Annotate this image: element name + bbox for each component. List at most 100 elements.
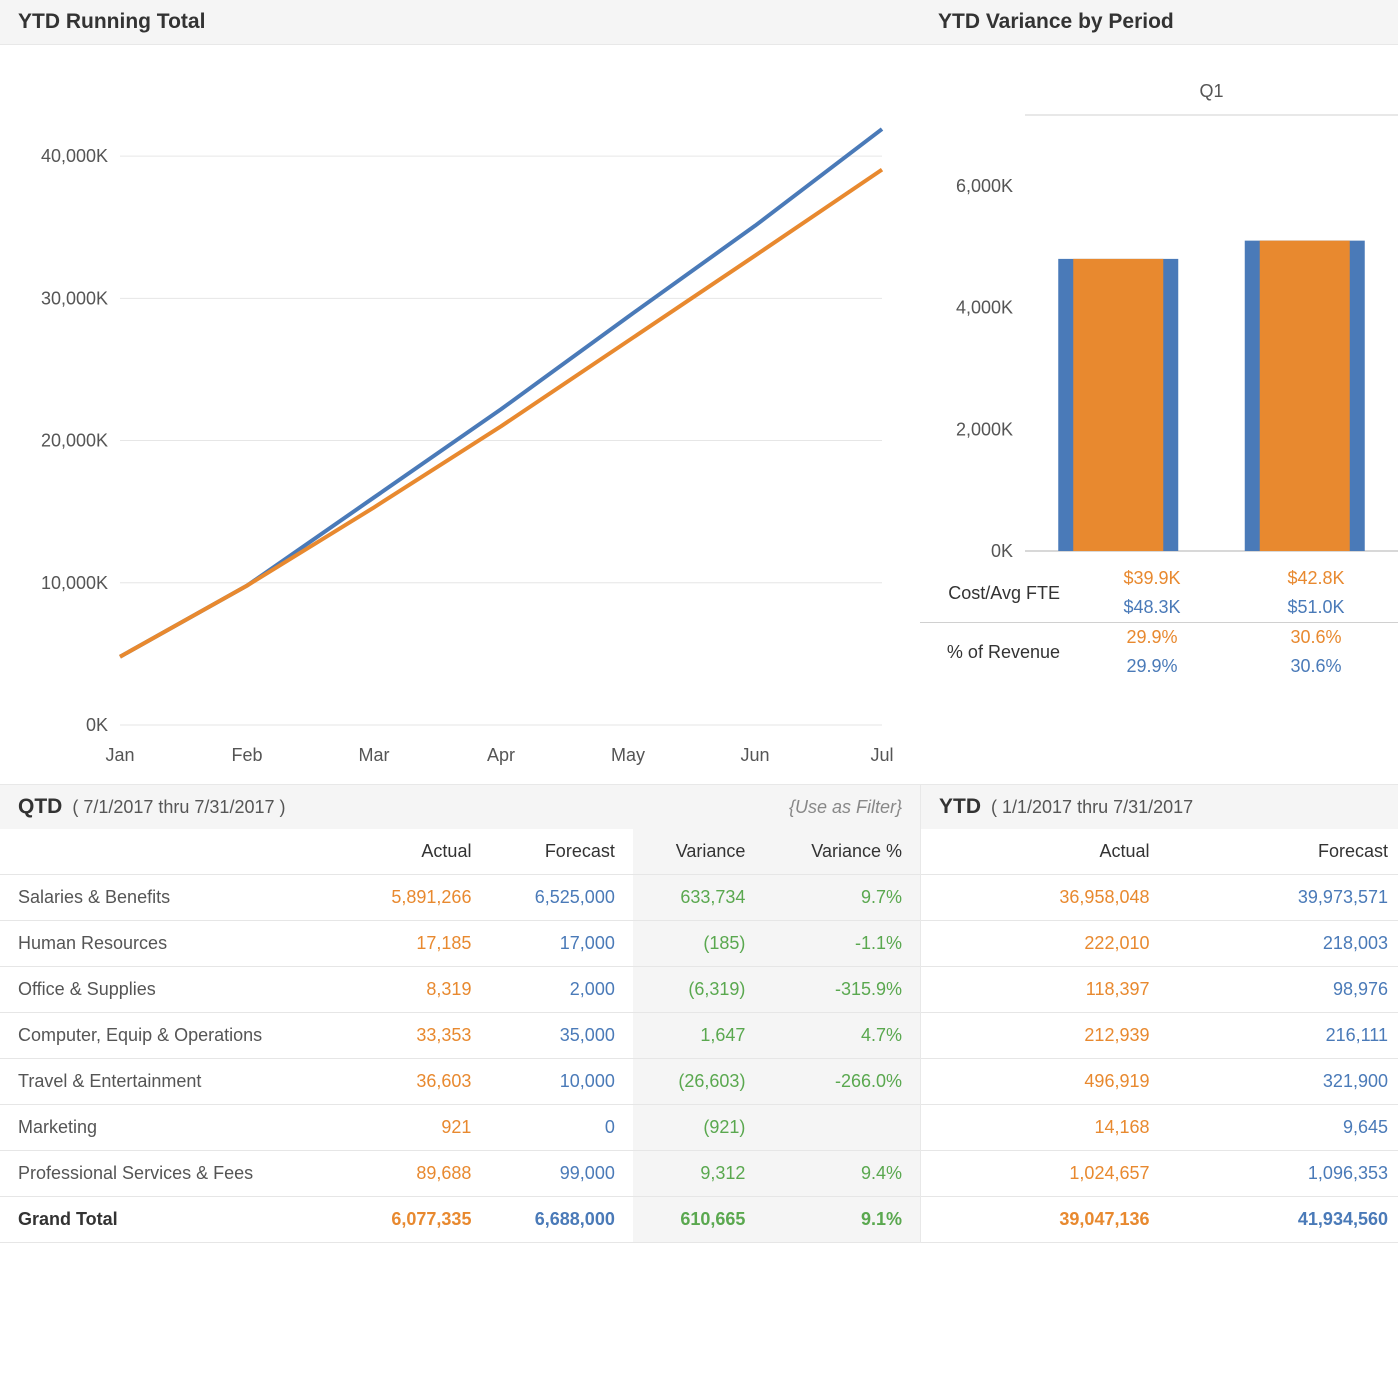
svg-text:10,000K: 10,000K bbox=[41, 573, 108, 593]
table-row[interactable]: Marketing9210(921) bbox=[0, 1105, 920, 1151]
table-row[interactable]: 222,010218,003 bbox=[921, 921, 1398, 967]
panel-title: YTD Running Total bbox=[0, 0, 920, 45]
cell: 36,958,048 bbox=[921, 875, 1160, 921]
cell: 6,525,000 bbox=[489, 875, 632, 921]
cell: (921) bbox=[633, 1105, 764, 1151]
qtd-filter-hint[interactable]: {Use as Filter} bbox=[789, 797, 902, 818]
table-row[interactable]: 212,939216,111 bbox=[921, 1013, 1398, 1059]
table-row[interactable]: Salaries & Benefits5,891,2666,525,000633… bbox=[0, 875, 920, 921]
cell: 5,891,266 bbox=[346, 875, 489, 921]
svg-text:30,000K: 30,000K bbox=[41, 288, 108, 308]
table-row[interactable]: 118,39798,976 bbox=[921, 967, 1398, 1013]
cell: 0 bbox=[489, 1105, 632, 1151]
cell: Office & Supplies bbox=[0, 967, 346, 1013]
ytd-variance-panel: YTD Variance by Period Q10K2,000K4,000K6… bbox=[920, 0, 1398, 784]
table-row[interactable]: Professional Services & Fees89,68899,000… bbox=[0, 1151, 920, 1197]
svg-text:Apr: Apr bbox=[487, 745, 515, 765]
cell: 8,319 bbox=[346, 967, 489, 1013]
svg-text:40,000K: 40,000K bbox=[41, 146, 108, 166]
metric-label: Cost/Avg FTE bbox=[920, 564, 1070, 623]
ytd-panel: YTD ( 1/1/2017 thru 7/31/2017 ActualFore… bbox=[920, 784, 1398, 1243]
cell: 36,603 bbox=[346, 1059, 489, 1105]
cell: 99,000 bbox=[489, 1151, 632, 1197]
cell: 2,000 bbox=[489, 967, 632, 1013]
cell: 218,003 bbox=[1160, 921, 1398, 967]
table-row[interactable]: Office & Supplies8,3192,000(6,319)-315.9… bbox=[0, 967, 920, 1013]
cell: Travel & Entertainment bbox=[0, 1059, 346, 1105]
cell: 39,973,571 bbox=[1160, 875, 1398, 921]
cell: 9,645 bbox=[1160, 1105, 1398, 1151]
cell: 14,168 bbox=[921, 1105, 1160, 1151]
cell: 6,688,000 bbox=[489, 1197, 632, 1243]
svg-text:May: May bbox=[611, 745, 645, 765]
cell: 921 bbox=[346, 1105, 489, 1151]
cell: 222,010 bbox=[921, 921, 1160, 967]
col-header[interactable]: Variance bbox=[633, 829, 764, 875]
col-header[interactable]: Forecast bbox=[489, 829, 632, 875]
cell: Human Resources bbox=[0, 921, 346, 967]
svg-text:Jul: Jul bbox=[870, 745, 893, 765]
cell: 216,111 bbox=[1160, 1013, 1398, 1059]
ytd-range: ( 1/1/2017 thru 7/31/2017 bbox=[991, 797, 1193, 818]
col-header[interactable]: Actual bbox=[921, 829, 1160, 875]
ytd-table[interactable]: ActualForecast36,958,04839,973,571222,01… bbox=[921, 829, 1398, 1243]
metric-value: 29.9% bbox=[1070, 652, 1234, 681]
table-row[interactable]: 39,047,13641,934,560 bbox=[921, 1197, 1398, 1243]
metric-value: 29.9% bbox=[1070, 623, 1234, 653]
cell: 89,688 bbox=[346, 1151, 489, 1197]
svg-text:Feb: Feb bbox=[231, 745, 262, 765]
cell: 118,397 bbox=[921, 967, 1160, 1013]
qtd-range: ( 7/1/2017 thru 7/31/2017 ) bbox=[72, 797, 285, 818]
cell: Salaries & Benefits bbox=[0, 875, 346, 921]
cell: -266.0% bbox=[763, 1059, 920, 1105]
table-row[interactable]: 14,1689,645 bbox=[921, 1105, 1398, 1151]
svg-text:Jan: Jan bbox=[105, 745, 134, 765]
col-header[interactable] bbox=[0, 829, 346, 875]
svg-text:2,000K: 2,000K bbox=[956, 419, 1013, 439]
col-header[interactable]: Actual bbox=[346, 829, 489, 875]
table-row[interactable]: Computer, Equip & Operations33,35335,000… bbox=[0, 1013, 920, 1059]
line-chart[interactable]: 0K10,000K20,000K30,000K40,000KJanFebMarA… bbox=[0, 45, 920, 784]
ytd-running-total-panel: YTD Running Total 0K 10,000K 20,000K 30,000… bbox=[0, 0, 920, 784]
cell: 17,000 bbox=[489, 921, 632, 967]
cell: 39,047,136 bbox=[921, 1197, 1160, 1243]
ytd-title: YTD bbox=[939, 795, 981, 819]
bar-chart[interactable]: Q10K2,000K4,000K6,000K bbox=[920, 45, 1398, 564]
svg-text:0K: 0K bbox=[991, 541, 1013, 561]
table-row[interactable]: Travel & Entertainment36,60310,000(26,60… bbox=[0, 1059, 920, 1105]
cell: 610,665 bbox=[633, 1197, 764, 1243]
cell: (185) bbox=[633, 921, 764, 967]
table-row[interactable]: Grand Total6,077,3356,688,000610,6659.1% bbox=[0, 1197, 920, 1243]
metric-value: $48.3K bbox=[1070, 593, 1234, 623]
metric-value: $42.8K bbox=[1234, 564, 1398, 593]
metric-label: % of Revenue bbox=[920, 623, 1070, 682]
cell: -315.9% bbox=[763, 967, 920, 1013]
cell: 9.7% bbox=[763, 875, 920, 921]
col-header[interactable]: Variance % bbox=[763, 829, 920, 875]
metric-value: $39.9K bbox=[1070, 564, 1234, 593]
cell: Computer, Equip & Operations bbox=[0, 1013, 346, 1059]
cell: -1.1% bbox=[763, 921, 920, 967]
qtd-header: QTD ( 7/1/2017 thru 7/31/2017 ) {Use as … bbox=[0, 784, 920, 829]
svg-text:0K: 0K bbox=[86, 715, 108, 735]
cell: Grand Total bbox=[0, 1197, 346, 1243]
svg-text:4,000K: 4,000K bbox=[956, 298, 1013, 318]
metric-value: $51.0K bbox=[1234, 593, 1398, 623]
col-header[interactable]: Forecast bbox=[1160, 829, 1398, 875]
table-row[interactable]: 1,024,6571,096,353 bbox=[921, 1151, 1398, 1197]
cell: 633,734 bbox=[633, 875, 764, 921]
bar-chart-svg: Q10K2,000K4,000K6,000K bbox=[920, 55, 1398, 561]
qtd-table[interactable]: ActualForecastVarianceVariance %Salaries… bbox=[0, 829, 920, 1243]
svg-text:6,000K: 6,000K bbox=[956, 176, 1013, 196]
svg-text:20,000K: 20,000K bbox=[41, 431, 108, 451]
panel-title: YTD Variance by Period bbox=[920, 0, 1398, 45]
table-row[interactable]: 36,958,04839,973,571 bbox=[921, 875, 1398, 921]
cell: 1,647 bbox=[633, 1013, 764, 1059]
cell: (6,319) bbox=[633, 967, 764, 1013]
table-row[interactable]: Human Resources17,18517,000(185)-1.1% bbox=[0, 921, 920, 967]
cell: 10,000 bbox=[489, 1059, 632, 1105]
cell: (26,603) bbox=[633, 1059, 764, 1105]
qtd-panel: QTD ( 7/1/2017 thru 7/31/2017 ) {Use as … bbox=[0, 784, 920, 1243]
table-row[interactable]: 496,919321,900 bbox=[921, 1059, 1398, 1105]
cell: 1,024,657 bbox=[921, 1151, 1160, 1197]
